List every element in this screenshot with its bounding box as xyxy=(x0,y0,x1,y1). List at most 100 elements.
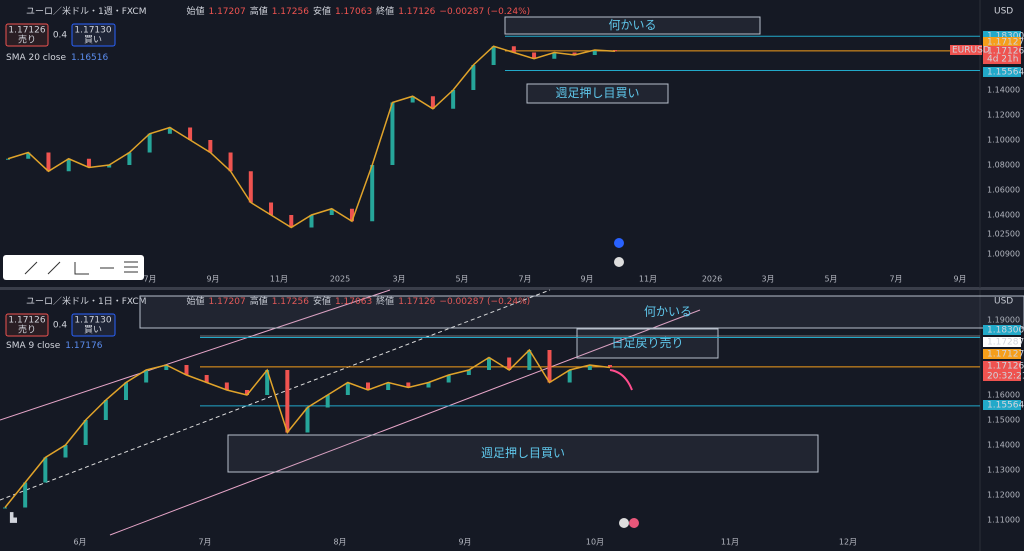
candle xyxy=(507,357,512,370)
header: ユーロ／米ドル・1週・FXCM 始値 1.17207 高値 1.17256 安値 1.170… xyxy=(26,5,530,17)
header-high-label: 高値 xyxy=(250,295,268,307)
annotation-box xyxy=(139,295,1024,329)
channel-line xyxy=(0,289,391,421)
channel-line xyxy=(109,309,701,536)
spread: 0.4 xyxy=(53,31,68,41)
sell-button[interactable] xyxy=(5,313,49,337)
price-label: 1.00900 xyxy=(987,249,1020,258)
candle xyxy=(43,457,48,483)
candle xyxy=(285,370,290,433)
header-high-label: 高値 xyxy=(250,5,268,17)
candle xyxy=(487,357,491,370)
candle xyxy=(471,65,476,90)
header-change: −0.00287 (−0.24%) xyxy=(439,7,530,17)
time-label: 2026 xyxy=(702,275,722,284)
time-label: 3月 xyxy=(392,275,405,284)
event-icon[interactable] xyxy=(629,518,639,528)
candle xyxy=(248,171,253,203)
currency[interactable]: USD xyxy=(994,7,1013,17)
time-label: 10月 xyxy=(586,538,604,547)
candle xyxy=(6,158,10,160)
sell-button[interactable] xyxy=(5,23,49,47)
indicator-value: 1.16516 xyxy=(71,53,108,63)
indicator: SMA 20 close 1.16516 xyxy=(6,53,108,63)
time-label: 6月 xyxy=(73,538,86,547)
spread: 0.4 xyxy=(53,321,68,331)
candle xyxy=(46,152,51,172)
header-low: 1.17063 xyxy=(335,7,372,17)
price-label: 1.12000 xyxy=(987,111,1020,120)
candle xyxy=(23,482,28,508)
header-open-label: 始値 xyxy=(186,295,204,307)
price-tag-label: 1.17287 xyxy=(987,338,1024,348)
price-label: 1.14000 xyxy=(987,441,1020,450)
header-open-label: 始値 xyxy=(186,5,204,17)
toolbar-icons xyxy=(24,261,138,275)
event-icon[interactable] xyxy=(614,238,624,248)
header-high: 1.17256 xyxy=(272,7,309,17)
candle xyxy=(430,96,435,109)
price-label: 1.10000 xyxy=(987,136,1020,145)
header-symbol: ユーロ／米ドル・1日・FXCM xyxy=(26,295,146,307)
price-label: 1.04000 xyxy=(987,211,1020,220)
candle xyxy=(451,90,456,109)
top-panel xyxy=(0,0,1024,288)
candle xyxy=(107,165,112,168)
price-label: 1.06000 xyxy=(987,186,1020,195)
bottom-panel xyxy=(0,290,1024,551)
buy-button[interactable] xyxy=(71,23,116,47)
price-tag-label: 1.18300 xyxy=(987,326,1024,336)
annotation-box xyxy=(227,434,819,473)
candle xyxy=(329,208,334,215)
price-label: 1.08000 xyxy=(987,161,1020,170)
candle xyxy=(245,390,249,395)
price-label: 1.12000 xyxy=(987,491,1020,500)
buy-price: 1.17130 xyxy=(74,316,111,326)
candle xyxy=(390,102,395,165)
candle xyxy=(127,152,132,165)
header-close: 1.17126 xyxy=(398,297,435,307)
forecast-line xyxy=(609,369,633,391)
price-tag xyxy=(983,325,1021,335)
time-label: 7月 xyxy=(198,538,211,547)
candle xyxy=(370,165,375,222)
symbol-tag-bg xyxy=(950,45,982,55)
price-tag-label: 1.17126 xyxy=(987,362,1024,372)
candle xyxy=(587,365,592,370)
header-close-label: 終値 xyxy=(376,5,394,17)
currency[interactable]: USD xyxy=(994,297,1013,307)
indicator-name: SMA 9 close xyxy=(6,341,61,351)
price-tag xyxy=(983,400,1021,410)
header-low: 1.17063 xyxy=(335,297,372,307)
indicator-name: SMA 20 close xyxy=(6,53,66,63)
candle xyxy=(164,365,169,370)
header-close-label: 終値 xyxy=(376,295,394,307)
buy-button[interactable] xyxy=(71,313,116,337)
time-label: 12月 xyxy=(839,538,857,547)
candle xyxy=(466,370,471,375)
header-close: 1.17126 xyxy=(398,7,435,17)
candle xyxy=(66,158,71,172)
price-label: 1.19000 xyxy=(987,316,1020,325)
candle xyxy=(63,445,68,458)
candle xyxy=(532,52,537,59)
candle xyxy=(608,365,612,368)
event-icon[interactable] xyxy=(619,518,629,528)
candle xyxy=(552,52,557,59)
candle xyxy=(3,507,7,509)
time-label: 9月 xyxy=(458,538,471,547)
candle xyxy=(269,202,274,215)
buy-label: 買い xyxy=(84,35,102,46)
price-tag xyxy=(983,37,1021,47)
candle xyxy=(325,395,330,408)
header-change: −0.00287 (−0.24%) xyxy=(439,297,530,307)
candle xyxy=(289,215,294,228)
price-tag xyxy=(983,337,1021,347)
header-low-label: 安値 xyxy=(313,5,331,17)
event-icon[interactable] xyxy=(614,257,624,267)
candle xyxy=(345,382,350,395)
tv-logo: ▙ xyxy=(9,512,18,524)
price-line xyxy=(7,45,616,229)
drawing-toolbar[interactable] xyxy=(3,255,144,280)
